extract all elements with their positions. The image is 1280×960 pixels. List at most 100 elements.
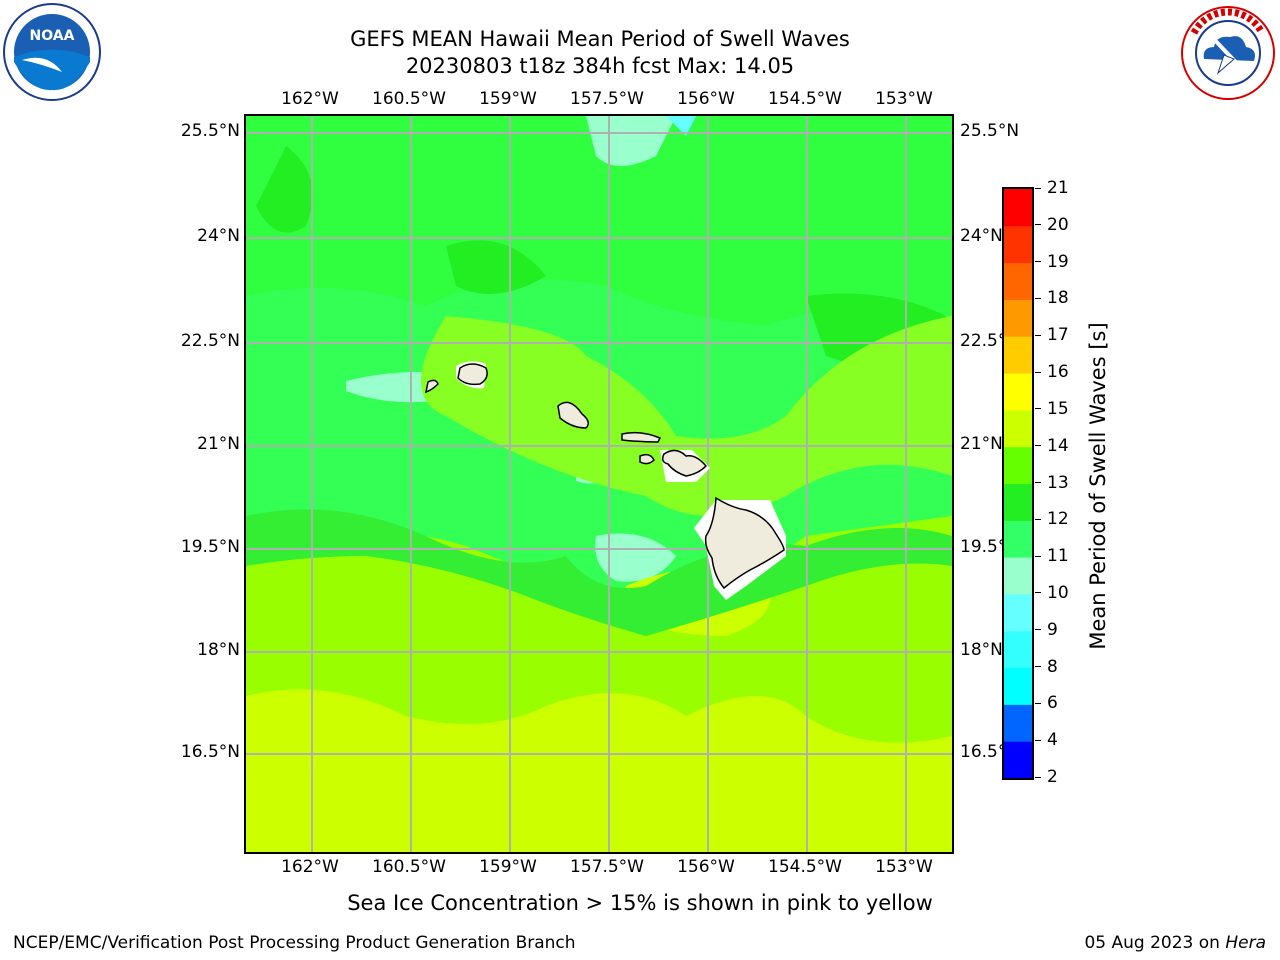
colorbar-tick-text: 21 bbox=[1047, 178, 1069, 198]
colorbar-tick-mark bbox=[1035, 666, 1041, 668]
colorbar-tick-label: 8 bbox=[1035, 657, 1058, 677]
chart-title: GEFS MEAN Hawaii Mean Period of Swell Wa… bbox=[350, 27, 850, 51]
field-region bbox=[256, 146, 313, 233]
field-region bbox=[595, 533, 676, 582]
colorbar-tick-label: 6 bbox=[1035, 693, 1058, 713]
colorbar-tick-mark bbox=[1035, 297, 1041, 299]
field-region bbox=[246, 116, 952, 326]
colorbar-tick-text: 11 bbox=[1047, 546, 1069, 567]
colorbar-tick-mark bbox=[1035, 518, 1041, 520]
chart-subtitle: 20230803 t18z 384h fcst Max: 14.05 bbox=[405, 54, 795, 78]
colorbar-swatch bbox=[1004, 409, 1032, 448]
colorbar-tick-label: 16 bbox=[1035, 362, 1069, 382]
colorbar-swatch bbox=[1004, 667, 1032, 705]
colorbar-tick-mark bbox=[1035, 629, 1041, 631]
colorbar-swatch bbox=[1004, 189, 1032, 227]
colorbar-tick-label: 11 bbox=[1035, 546, 1069, 566]
colorbar-tick-label: 13 bbox=[1035, 473, 1069, 493]
field-region bbox=[246, 509, 952, 636]
nws-logo-icon bbox=[1178, 3, 1278, 103]
field-region bbox=[246, 689, 952, 852]
noaa-logo-icon: NOAA bbox=[2, 2, 102, 102]
colorbar-tick-mark bbox=[1035, 334, 1041, 336]
colorbar-tick-label: 19 bbox=[1035, 252, 1069, 272]
footer-machine: Hera bbox=[1225, 933, 1266, 953]
colorbar-tick-text: 15 bbox=[1047, 398, 1069, 419]
lon-label-top: 160.5°W bbox=[372, 89, 446, 109]
colorbar-tick-mark bbox=[1035, 187, 1041, 189]
colorbar-tick-text: 9 bbox=[1047, 619, 1058, 640]
sea-ice-note: Sea Ice Concentration > 15% is shown in … bbox=[347, 891, 933, 915]
island-lanai bbox=[639, 453, 655, 465]
swell-period-field bbox=[246, 116, 952, 852]
colorbar-tick-label: 21 bbox=[1035, 178, 1069, 198]
island-maui bbox=[660, 449, 710, 482]
colorbar-swatch bbox=[1004, 520, 1032, 558]
colorbar-swatch bbox=[1004, 225, 1032, 264]
colorbar-tick-mark bbox=[1035, 555, 1041, 557]
lon-label-top: 156°W bbox=[677, 89, 735, 109]
lat-label-left: 25.5°N bbox=[180, 121, 240, 141]
lon-label-bottom: 156°W bbox=[677, 857, 735, 877]
lat-label-right: 21°N bbox=[960, 434, 1003, 454]
colorbar-swatch bbox=[1004, 630, 1032, 669]
colorbar-tick-mark bbox=[1035, 739, 1041, 741]
lon-label-bottom: 160.5°W bbox=[372, 857, 446, 877]
field-region bbox=[421, 316, 952, 516]
colorbar-tick-text: 17 bbox=[1047, 325, 1069, 346]
lon-label-top: 154.5°W bbox=[768, 89, 842, 109]
colorbar-tick-text: 20 bbox=[1047, 214, 1069, 235]
lon-label-bottom: 154.5°W bbox=[768, 857, 842, 877]
colorbar-tick-label: 4 bbox=[1035, 730, 1058, 750]
colorbar-tick-label: 20 bbox=[1035, 215, 1069, 235]
colorbar-tick-label: 12 bbox=[1035, 509, 1069, 529]
colorbar-tick-label: 15 bbox=[1035, 399, 1069, 419]
footer-date: 05 Aug 2023 on Hera bbox=[1084, 933, 1266, 953]
colorbar-tick-text: 6 bbox=[1047, 693, 1058, 714]
island-oahu bbox=[557, 401, 589, 429]
colorbar-tick-label: 17 bbox=[1035, 325, 1069, 345]
colorbar-swatch bbox=[1004, 299, 1032, 337]
colorbar-tick-mark bbox=[1035, 702, 1041, 704]
colorbar-tick-mark bbox=[1035, 224, 1041, 226]
colorbar-swatch bbox=[1004, 741, 1032, 779]
lat-label-left: 21°N bbox=[197, 434, 240, 454]
noaa-logo-text: NOAA bbox=[30, 28, 75, 44]
lon-label-bottom: 162°W bbox=[281, 857, 339, 877]
colorbar-swatch bbox=[1004, 262, 1032, 300]
colorbar-swatch bbox=[1004, 373, 1032, 411]
colorbar-tick-label: 14 bbox=[1035, 436, 1069, 456]
island-hawaii bbox=[694, 496, 786, 600]
colorbar-tick-text: 19 bbox=[1047, 251, 1069, 272]
colorbar-swatch bbox=[1004, 704, 1032, 742]
lat-label-right: 25.5°N bbox=[960, 121, 1020, 141]
island-kauai bbox=[456, 361, 488, 389]
colorbar-tick-label: 9 bbox=[1035, 620, 1058, 640]
lon-label-bottom: 153°W bbox=[875, 857, 933, 877]
colorbar-tick-mark bbox=[1035, 776, 1041, 778]
lat-label-right: 24°N bbox=[960, 226, 1003, 246]
colorbar-tick-text: 10 bbox=[1047, 582, 1069, 603]
lat-label-left: 16.5°N bbox=[180, 742, 240, 762]
colorbar-tick-text: 13 bbox=[1047, 472, 1069, 493]
colorbar-tick-text: 18 bbox=[1047, 288, 1069, 309]
lon-label-bottom: 157.5°W bbox=[570, 857, 644, 877]
colorbar-tick-text: 4 bbox=[1047, 730, 1058, 751]
island-niihau bbox=[425, 379, 439, 394]
map-panel bbox=[244, 114, 954, 854]
field-region bbox=[446, 240, 546, 294]
colorbar-tick-label: 10 bbox=[1035, 583, 1069, 603]
colorbar-tick-mark bbox=[1035, 261, 1041, 263]
lat-label-left: 19.5°N bbox=[180, 537, 240, 557]
colorbar-swatch bbox=[1004, 336, 1032, 374]
colorbar-tick-text: 8 bbox=[1047, 656, 1058, 677]
colorbar-tick-text: 12 bbox=[1047, 509, 1069, 530]
colorbar-tick-label: 18 bbox=[1035, 288, 1069, 308]
colorbar-label: Mean Period of Swell Waves [s] bbox=[1086, 322, 1110, 650]
lon-label-top: 153°W bbox=[875, 89, 933, 109]
colorbar-swatches bbox=[1004, 189, 1032, 779]
colorbar-tick-label: 2 bbox=[1035, 767, 1058, 787]
lat-label-right: 18°N bbox=[960, 640, 1003, 660]
colorbar-tick-mark bbox=[1035, 482, 1041, 483]
lat-label-left: 18°N bbox=[197, 640, 240, 660]
